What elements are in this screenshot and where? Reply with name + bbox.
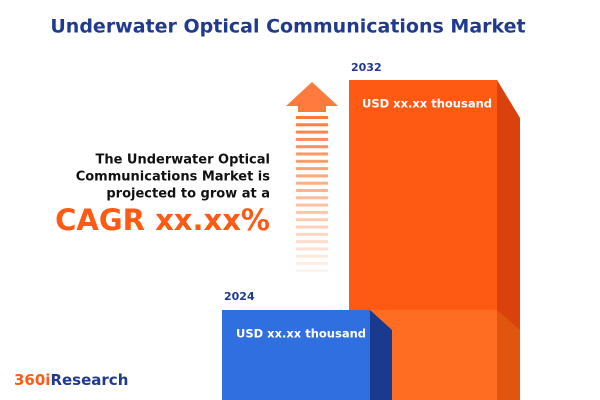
arrow-stripe [296, 181, 328, 185]
bar-side-base [497, 310, 520, 400]
arrow-stripe [296, 254, 328, 258]
arrow-stripe [296, 262, 328, 265]
arrow-stripe [296, 189, 328, 192]
year-label: 2032 [351, 61, 382, 74]
arrow-stripe [296, 152, 328, 156]
bar-label: USD xx.xx thousand [236, 327, 366, 341]
arrow-stripe [296, 240, 328, 244]
arrow-stripe [296, 145, 328, 149]
arrow-stripe [296, 210, 328, 214]
arrow-stripe [296, 174, 328, 178]
arrow-stripe [296, 232, 328, 236]
arrow-stripe [296, 137, 328, 141]
arrow-stripe [296, 203, 328, 207]
arrow-stripe [296, 167, 328, 171]
arrow-stripe [296, 247, 328, 251]
cagr: CAGR xx.xx% [55, 203, 270, 237]
arrow-stripe [296, 218, 328, 222]
arrow-stripe [296, 159, 328, 163]
logo-suffix: Research [50, 371, 128, 389]
title: Underwater Optical Communications Market [50, 16, 525, 38]
arrow-stripe [296, 130, 328, 134]
arrow-stripe [296, 123, 328, 127]
growth-arrow [286, 82, 338, 273]
description-line: The Underwater Optical [95, 153, 270, 168]
arrow-stripe [296, 116, 328, 119]
bar-side [370, 310, 392, 400]
bar-label: USD xx.xx thousand [362, 97, 492, 111]
bar-2024 [222, 310, 370, 400]
logo-prefix: 360i [14, 371, 50, 389]
logo: 360iResearch [14, 371, 128, 389]
year-label: 2024 [224, 290, 255, 303]
arrow-stripe [296, 196, 328, 200]
arrow-stripe [296, 225, 328, 229]
description-line: projected to grow at a [106, 187, 270, 202]
arrow-stripe [296, 269, 328, 273]
description-line: Communications Market is [76, 170, 271, 185]
